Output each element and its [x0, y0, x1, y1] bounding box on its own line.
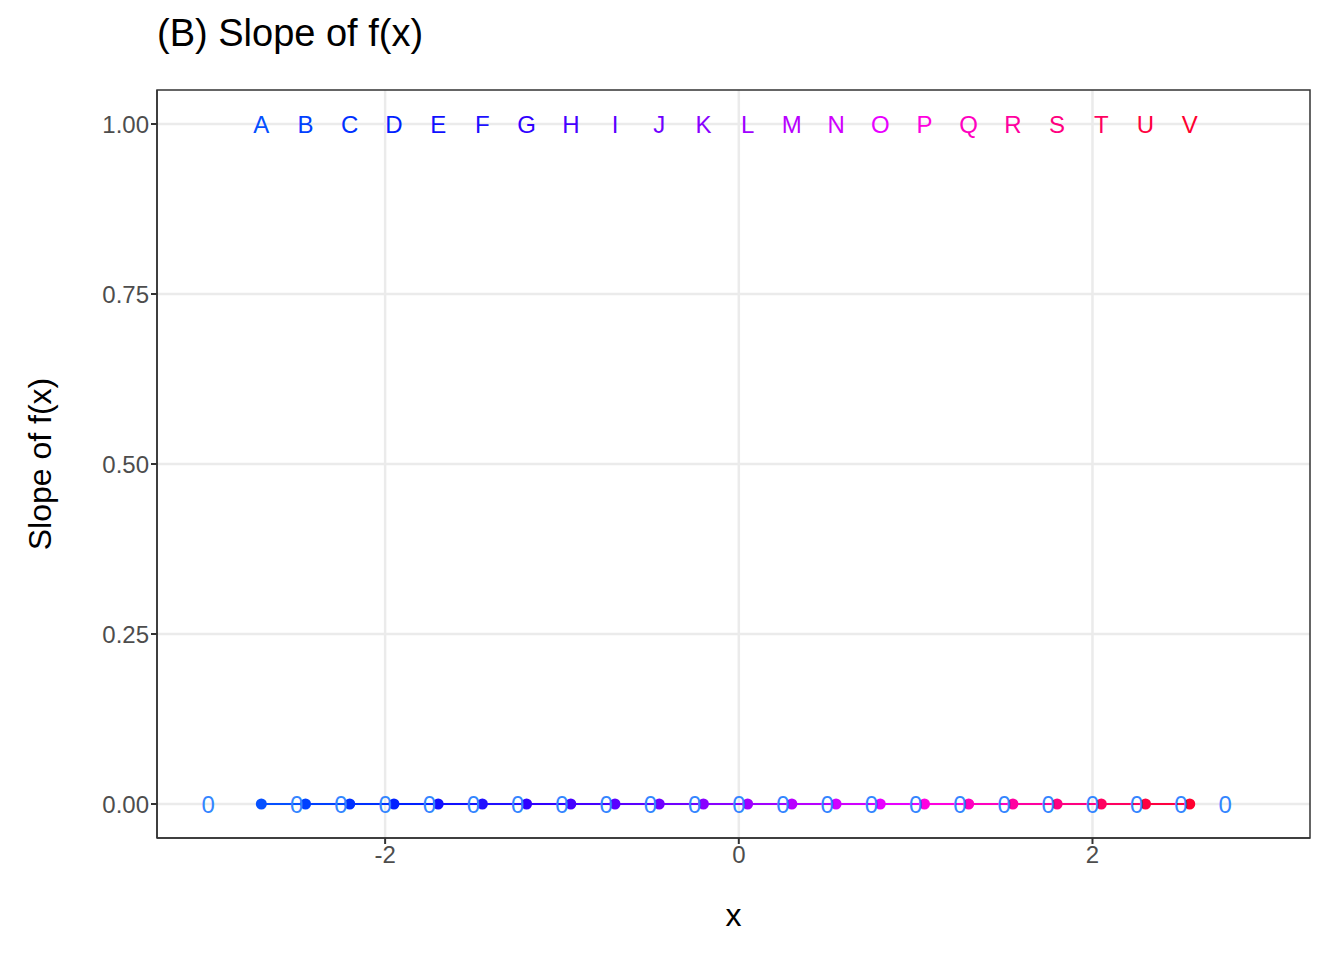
svg-text:P: P	[916, 111, 932, 138]
svg-text:0: 0	[644, 791, 657, 818]
svg-text:M: M	[782, 111, 802, 138]
svg-text:0: 0	[865, 791, 878, 818]
svg-text:0.00: 0.00	[102, 791, 149, 818]
svg-text:0.75: 0.75	[102, 281, 149, 308]
svg-text:R: R	[1004, 111, 1021, 138]
svg-text:0: 0	[555, 791, 568, 818]
svg-text:J: J	[653, 111, 665, 138]
svg-text:0: 0	[732, 791, 745, 818]
svg-text:2: 2	[1086, 841, 1099, 868]
svg-text:0: 0	[423, 791, 436, 818]
svg-text:I: I	[612, 111, 619, 138]
svg-text:Q: Q	[959, 111, 978, 138]
svg-text:0: 0	[997, 791, 1010, 818]
svg-text:0.25: 0.25	[102, 621, 149, 648]
svg-text:0: 0	[1086, 791, 1099, 818]
svg-text:K: K	[695, 111, 711, 138]
svg-text:0: 0	[290, 791, 303, 818]
svg-text:U: U	[1137, 111, 1154, 138]
svg-text:N: N	[827, 111, 844, 138]
svg-text:A: A	[253, 111, 269, 138]
html-text:(B) Slope of f(x): (B) Slope of f(x)	[157, 12, 424, 54]
svg-text:L: L	[741, 111, 754, 138]
html-text:x: x	[725, 896, 742, 933]
svg-text:0.50: 0.50	[102, 451, 149, 478]
svg-text:0: 0	[1042, 791, 1055, 818]
svg-text:S: S	[1049, 111, 1065, 138]
svg-text:0: 0	[378, 791, 391, 818]
svg-text:0: 0	[467, 791, 480, 818]
svg-text:G: G	[517, 111, 536, 138]
svg-text:0: 0	[1218, 791, 1231, 818]
svg-text:0: 0	[511, 791, 524, 818]
html-text:Slope of f(x): Slope of f(x)	[21, 377, 58, 551]
svg-text:D: D	[385, 111, 402, 138]
svg-text:0: 0	[1174, 791, 1187, 818]
svg-text:0: 0	[821, 791, 834, 818]
svg-text:0: 0	[953, 791, 966, 818]
svg-text:T: T	[1094, 111, 1109, 138]
svg-text:F: F	[475, 111, 490, 138]
svg-text:0: 0	[776, 791, 789, 818]
svg-text:1.00: 1.00	[102, 111, 149, 138]
svg-text:-2: -2	[374, 841, 395, 868]
svg-text:0: 0	[334, 791, 347, 818]
svg-text:0: 0	[909, 791, 922, 818]
svg-text:E: E	[430, 111, 446, 138]
svg-text:0: 0	[1130, 791, 1143, 818]
svg-text:B: B	[298, 111, 314, 138]
svg-text:0: 0	[688, 791, 701, 818]
svg-text:0: 0	[732, 841, 745, 868]
svg-text:0: 0	[202, 791, 215, 818]
svg-text:0: 0	[599, 791, 612, 818]
svg-text:V: V	[1182, 111, 1198, 138]
svg-text:C: C	[341, 111, 358, 138]
svg-text:O: O	[871, 111, 890, 138]
svg-text:H: H	[562, 111, 579, 138]
